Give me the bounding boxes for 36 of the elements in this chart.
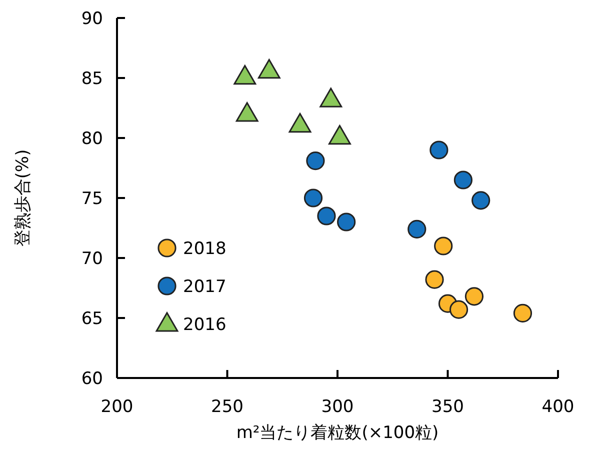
point [434,236,453,256]
legend-label: 2018 [183,238,226,259]
y-tick-label: 90 [81,8,103,29]
point [513,304,532,322]
point [430,140,448,160]
x-axis-title: m²当たり着粒数(×100粒) [236,423,439,443]
y-axis-title: 登熟歩合(%) [13,149,33,247]
point [408,220,426,238]
point [317,206,336,226]
point [464,287,484,306]
point [304,188,323,208]
y-tick-label: 60 [81,368,103,389]
point [337,212,356,232]
y-tick-label: 65 [81,308,103,329]
point [234,64,256,85]
y-tick-label: 85 [81,68,103,89]
point [236,102,258,122]
point [306,152,325,170]
point [258,58,280,79]
point [472,191,490,210]
point [454,170,472,190]
point [425,270,444,289]
x-tick-label: 200 [100,397,134,417]
x-tick-label: 350 [432,397,464,417]
y-tick-label: 70 [81,248,103,269]
x-tick-label: 400 [542,397,574,417]
legend-label: 2016 [183,314,226,335]
y-tick-label: 75 [81,188,103,209]
point [320,88,342,108]
point [328,124,351,145]
point [288,112,312,133]
point [449,300,468,319]
legend-label: 2017 [183,276,226,297]
x-tick-label: 250 [211,397,244,417]
y-tick-label: 80 [81,128,103,149]
x-tick-label: 300 [321,397,354,417]
